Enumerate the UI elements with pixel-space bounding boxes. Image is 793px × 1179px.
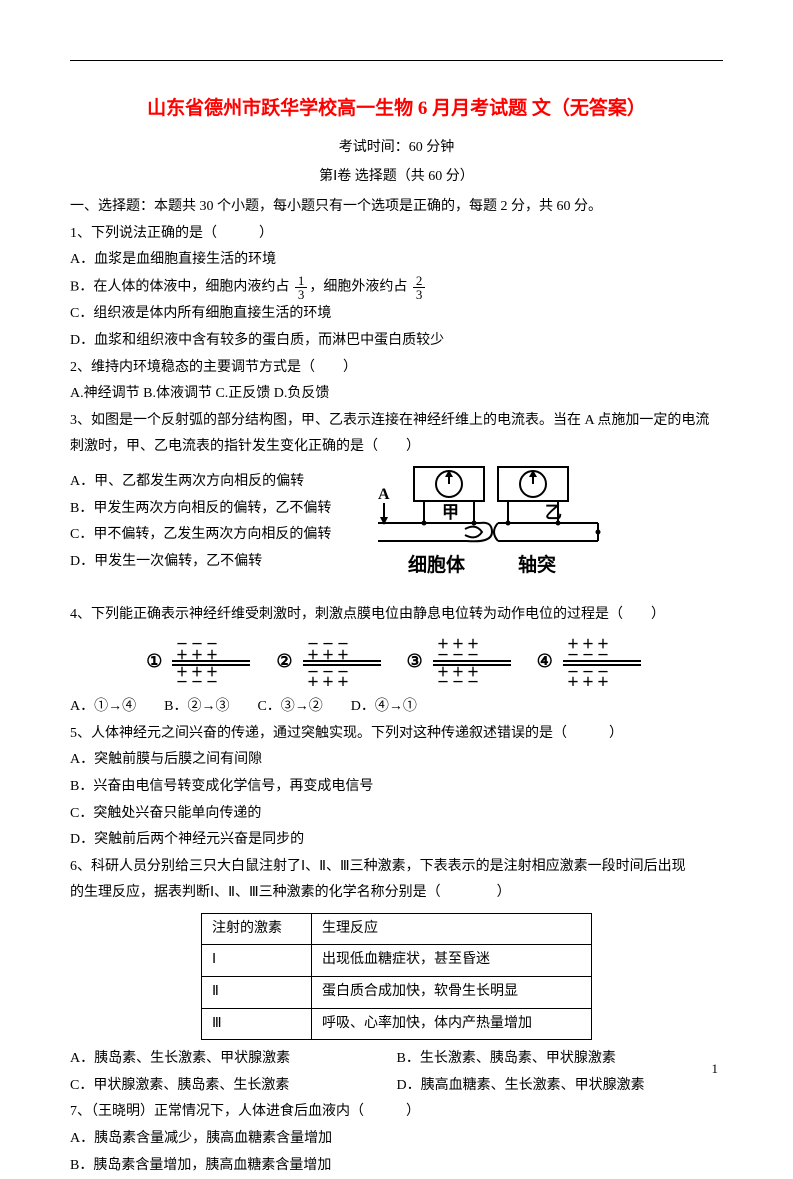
q1-opt-d: D．血浆和组织液中含有较多的蛋白质，而淋巴中蛋白质较少 [70, 328, 723, 355]
membrane-icon-3: ＋ ＋ ＋ － － － ＋ ＋ ＋ － － － [427, 636, 517, 686]
membrane-label-4: ④ [537, 644, 553, 678]
q6-stem2: 的生理反应，据表判断Ⅰ、Ⅱ、Ⅲ三种激素的化学名称分别是（ ） [70, 880, 723, 907]
fraction-icon: 2 3 [413, 274, 426, 301]
svg-text:－ － －: － － － [437, 648, 479, 662]
q3-stem1: 3、如图是一个反射弧的部分结构图，甲、乙表示连接在神经纤维上的电流表。当在 A … [70, 408, 723, 435]
q6-opt-d: D．胰高血糖素、生长激素、甲状腺激素 [397, 1073, 724, 1100]
q7-opt-b: B．胰岛素含量增加，胰高血糖素含量增加 [70, 1153, 723, 1179]
page-number: 1 [712, 1057, 719, 1082]
exam-title: 山东省德州市跃华学校高一生物 6 月月考试题 文（无答案） [70, 91, 723, 127]
q6-opt-b: B．生长激素、胰岛素、甲状腺激素 [397, 1046, 724, 1073]
table-row: Ⅰ 出现低血糖症状，甚至昏迷 [202, 945, 592, 977]
q1-b-pre: B．在人体的体液中，细胞内液约占 [70, 280, 289, 295]
svg-text:＋ ＋ ＋: ＋ ＋ ＋ [567, 675, 609, 686]
svg-text:甲: 甲 [442, 503, 459, 522]
q7-opt-a: A．胰岛素含量减少，胰高血糖素含量增加 [70, 1126, 723, 1153]
svg-text:－ － －: － － － [437, 675, 479, 686]
svg-text:＋ ＋ ＋: ＋ ＋ ＋ [307, 675, 349, 686]
q1-opt-a: A．血浆是血细胞直接生活的环境 [70, 247, 723, 274]
table-cell: Ⅰ [202, 945, 312, 977]
table-header-2: 生理反应 [312, 913, 592, 945]
table-cell: Ⅱ [202, 977, 312, 1009]
svg-text:＋ ＋ ＋: ＋ ＋ ＋ [307, 648, 349, 662]
q2-options: A.神经调节 B.体液调节 C.正反馈 D.负反馈 [70, 381, 723, 408]
q7-stem: 7、（王晓明）正常情况下，人体进食后血液内（ ） [70, 1099, 723, 1126]
q3-stem2: 刺激时，甲、乙电流表的指针发生变化正确的是（ ） [70, 434, 723, 461]
table-row: Ⅲ 呼吸、心率加快，体内产热量增加 [202, 1008, 592, 1040]
membrane-icon-2: － － － ＋ ＋ ＋ － － － ＋ ＋ ＋ [297, 636, 387, 686]
instructions: 一、选择题：本题共 30 个小题，每小题只有一个选项是正确的，每题 2 分，共 … [70, 194, 723, 221]
table-header-1: 注射的激素 [202, 913, 312, 945]
svg-text:轴突: 轴突 [518, 553, 556, 576]
q3-opt-a: A．甲、乙都发生两次方向相反的偏转 [70, 469, 350, 496]
q1-opt-b: B．在人体的体液中，细胞内液约占 1 3 ，细胞外液约占 2 3 [70, 274, 723, 301]
membrane-icon-1: － － － ＋ ＋ ＋ ＋ ＋ ＋ － － － [166, 636, 256, 686]
table-cell: Ⅲ [202, 1008, 312, 1040]
membrane-icon-4: ＋ ＋ ＋ － － － － － － ＋ ＋ ＋ [557, 636, 647, 686]
top-rule [70, 60, 723, 61]
membrane-label-2: ② [276, 644, 292, 678]
q6-stem1: 6、科研人员分别给三只大白鼠注射了Ⅰ、Ⅱ、Ⅲ三种激素，下表表示的是注射相应激素一… [70, 854, 723, 881]
q5-opt-d: D．突触前后两个神经元兴奋是同步的 [70, 827, 723, 854]
exam-time: 考试时间：60 分钟 [70, 135, 723, 162]
q5-opt-c: C．突触处兴奋只能单向传递的 [70, 801, 723, 828]
table-row: Ⅱ 蛋白质合成加快，软骨生长明显 [202, 977, 592, 1009]
q6-opt-c: C．甲状腺激素、胰岛素、生长激素 [70, 1073, 397, 1100]
part-header: 第Ⅰ卷 选择题（共 60 分） [70, 164, 723, 191]
membrane-diagrams: ① － － － ＋ ＋ ＋ ＋ ＋ ＋ － － － ② － － － ＋ ＋ ＋ … [70, 636, 723, 686]
q5-stem: 5、人体神经元之间兴奋的传递，通过突触实现。下列对这种传递叙述错误的是（ ） [70, 721, 723, 748]
table-row: 注射的激素 生理反应 [202, 913, 592, 945]
q4-options: A．①→④ B．②→③ C．③→② D．④→① [70, 694, 723, 721]
hormone-table: 注射的激素 生理反应 Ⅰ 出现低血糖症状，甚至昏迷 Ⅱ 蛋白质合成加快，软骨生长… [201, 913, 592, 1040]
label-a-text: A [378, 486, 390, 503]
q1-b-mid: ，细胞外液约占 [309, 280, 407, 295]
table-cell: 蛋白质合成加快，软骨生长明显 [312, 977, 592, 1009]
svg-text:乙: 乙 [545, 503, 562, 522]
q3-opt-d: D．甲发生一次偏转，乙不偏转 [70, 549, 350, 576]
q5-opt-b: B．兴奋由电信号转变成化学信号，再变成电信号 [70, 774, 723, 801]
membrane-label-3: ③ [407, 644, 423, 678]
q5-opt-a: A．突触前膜与后膜之间有间隙 [70, 747, 723, 774]
table-cell: 呼吸、心率加快，体内产热量增加 [312, 1008, 592, 1040]
q2-stem: 2、维持内环境稳态的主要调节方式是（ ） [70, 355, 723, 382]
q3-opt-b: B．甲发生两次方向相反的偏转，乙不偏转 [70, 496, 350, 523]
svg-text:细胞体: 细胞体 [408, 553, 466, 576]
svg-text:＋ ＋ ＋: ＋ ＋ ＋ [176, 648, 218, 662]
table-cell: 出现低血糖症状，甚至昏迷 [312, 945, 592, 977]
q1-opt-c: C．组织液是体内所有细胞直接生活的环境 [70, 301, 723, 328]
fraction-icon: 1 3 [295, 274, 308, 301]
q3-opt-c: C．甲不偏转，乙发生两次方向相反的偏转 [70, 522, 350, 549]
circuit-diagram: A 甲 乙 细胞体 轴突 [350, 461, 723, 602]
svg-text:－ － －: － － － [567, 648, 609, 662]
membrane-label-1: ① [146, 644, 162, 678]
svg-text:－ － －: － － － [176, 675, 218, 686]
q1-stem: 1、下列说法正确的是（ ） [70, 221, 723, 248]
q4-stem: 4、下列能正确表示神经纤维受刺激时，刺激点膜电位由静息电位转为动作电位的过程是（… [70, 602, 723, 629]
q6-opt-a: A．胰岛素、生长激素、甲状腺激素 [70, 1046, 397, 1073]
